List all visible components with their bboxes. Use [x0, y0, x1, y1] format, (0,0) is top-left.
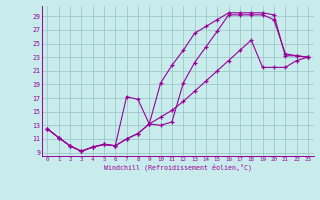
X-axis label: Windchill (Refroidissement éolien,°C): Windchill (Refroidissement éolien,°C) [104, 164, 252, 171]
